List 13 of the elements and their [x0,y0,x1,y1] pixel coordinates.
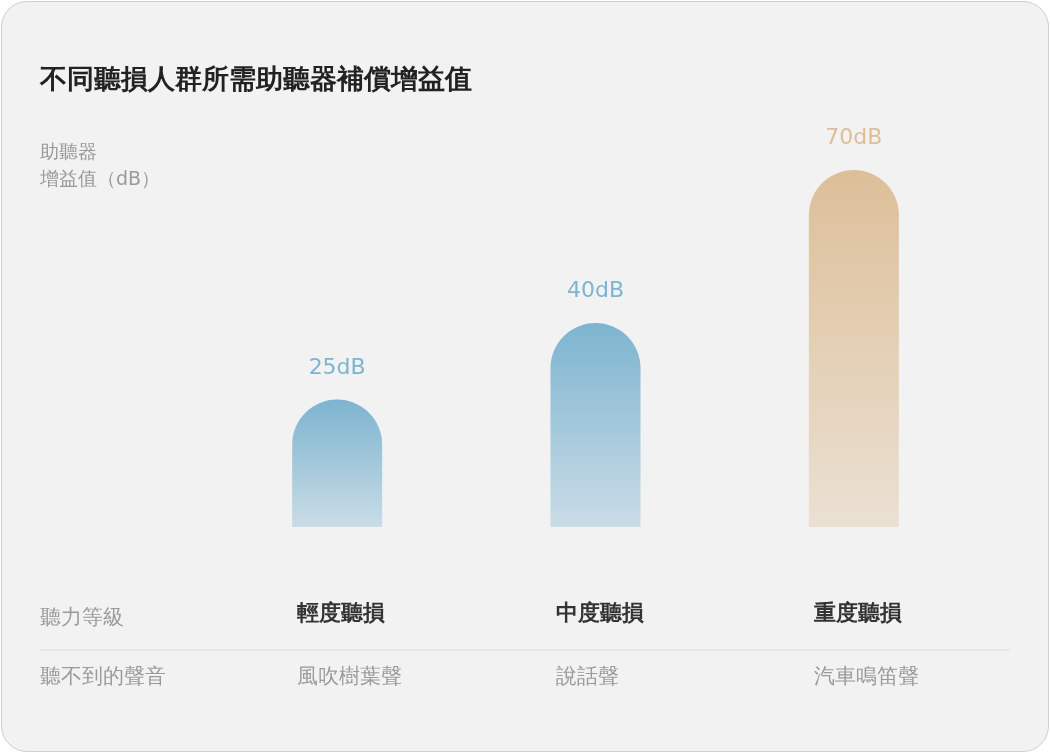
data-label: 25dB [307,352,367,381]
x-tick-label: 中度聽損 [555,599,644,627]
x-axis-title: 聽力等級 [40,604,124,631]
x-tick-label: 重度聽損 [813,599,902,627]
chart-title: 不同聽損人群所需助聽器補償增益值 [40,62,472,96]
text: 聽不到的聲音 [40,663,166,690]
text: 汽車鳴笛聲 [813,663,919,690]
y-axis-title: 助聽器增益值（dB） [40,139,161,191]
text: 風吹樹葉聲 [297,663,403,690]
data-label: 40dB [565,276,626,304]
data-label: 70dB [824,123,884,151]
text: 說話聲 [555,663,619,690]
x-tick-label: 輕度聽損 [297,599,386,627]
